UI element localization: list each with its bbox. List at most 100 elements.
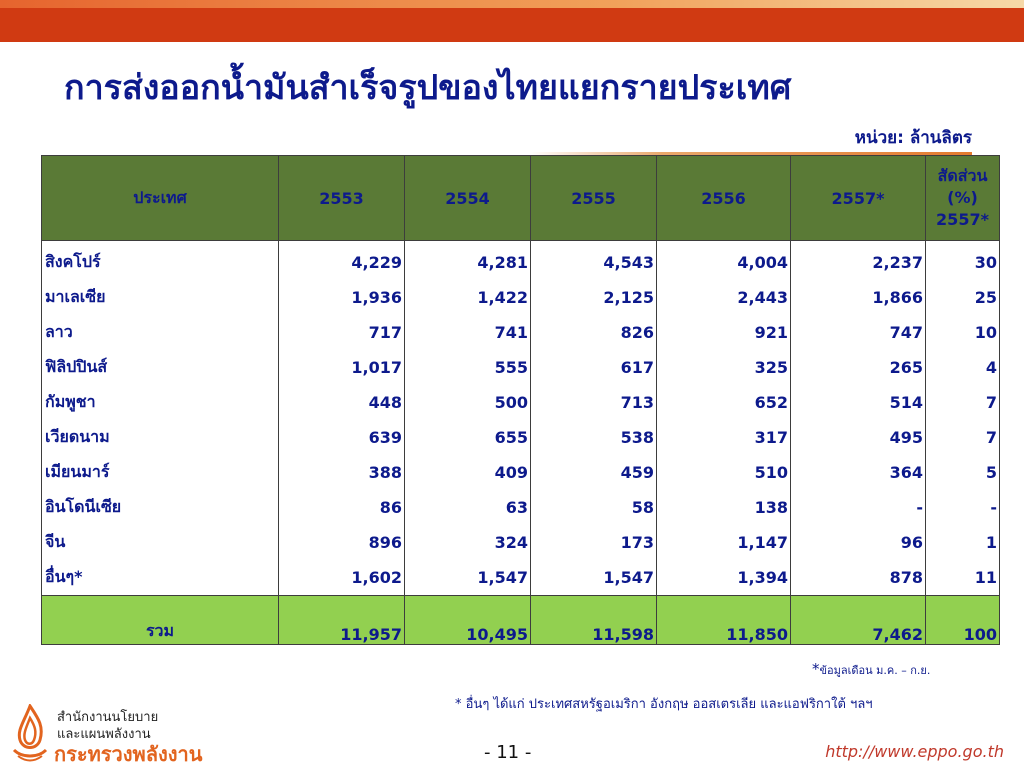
country-cell: กัมพูชา [41,385,279,420]
volume-cell: 495 [790,420,926,455]
table-header-row: ประเทศ 2553 2554 2555 2556 2557* สัดส่วน… [41,155,1000,241]
share-cell: 4 [925,350,1000,385]
volume-cell: 388 [278,455,405,490]
volume-cell: 741 [404,315,531,350]
volume-cell: 617 [530,350,657,385]
share-cell: 10 [925,315,1000,350]
volume-cell: - [790,490,926,525]
volume-cell: 747 [790,315,926,350]
volume-cell: 173 [530,525,657,560]
share-cell: 25 [925,280,1000,315]
note-star: * [812,660,820,678]
volume-cell: 448 [278,385,405,420]
volume-cell: 325 [656,350,791,385]
volume-cell: 459 [530,455,657,490]
country-cell: มาเลเซีย [41,280,279,315]
volume-cell: 826 [530,315,657,350]
volume-cell: 1,547 [404,560,531,596]
table-row: ฟิลิปปินส์ 1,017 555 617 325 265 4 [41,350,1000,385]
volume-cell: 4,229 [278,240,405,280]
volume-cell: 2,237 [790,240,926,280]
volume-cell: 265 [790,350,926,385]
total-cell: 10,495 [404,595,531,645]
volume-cell: 1,147 [656,525,791,560]
volume-cell: 713 [530,385,657,420]
volume-cell: 896 [278,525,405,560]
header-country: ประเทศ [41,155,279,241]
header-year: 2556 [656,155,791,241]
table-row: จีน 896 324 173 1,147 96 1 [41,525,1000,560]
period-note-text: ข้อมูลเดือน ม.ค. – ก.ย. [819,664,931,677]
volume-cell: 138 [656,490,791,525]
table-row: กัมพูชา 448 500 713 652 514 7 [41,385,1000,420]
volume-cell: 514 [790,385,926,420]
volume-cell: 878 [790,560,926,596]
volume-cell: 1,602 [278,560,405,596]
table-row: เวียดนาม 639 655 538 317 495 7 [41,420,1000,455]
volume-cell: 655 [404,420,531,455]
table-row: อื่นๆ* 1,602 1,547 1,547 1,394 878 11 [41,560,1000,596]
volume-cell: 317 [656,420,791,455]
volume-cell: 2,443 [656,280,791,315]
country-cell: อื่นๆ* [41,560,279,596]
top-banner-gradient [0,0,1024,8]
country-cell: เวียดนาม [41,420,279,455]
volume-cell: 1,017 [278,350,405,385]
org-name-line1: สำนักงานนโยบาย [57,710,159,725]
volume-cell: 86 [278,490,405,525]
total-cell: 7,462 [790,595,926,645]
table-row: ลาว 717 741 826 921 747 10 [41,315,1000,350]
table-row: เมียนมาร์ 388 409 459 510 364 5 [41,455,1000,490]
country-cell: สิงคโปร์ [41,240,279,280]
period-note: *ข้อมูลเดือน ม.ค. – ก.ย. [812,660,930,679]
website-link[interactable]: http://www.eppo.go.th [825,742,1004,761]
volume-cell: 4,004 [656,240,791,280]
volume-cell: 1,547 [530,560,657,596]
table-row: อินโดนีเซีย 86 63 58 138- - [41,490,1000,525]
volume-cell: 96 [790,525,926,560]
volume-cell: 555 [404,350,531,385]
share-cell: 7 [925,420,1000,455]
volume-cell: 324 [404,525,531,560]
header-share-line: (%) [947,188,978,207]
volume-cell: 500 [404,385,531,420]
share-cell: 30 [925,240,1000,280]
others-note: * อื่นๆ ได้แก่ ประเทศสหรัฐอเมริกา อังกฤษ… [455,697,873,712]
volume-cell: 63 [404,490,531,525]
volume-cell: 364 [790,455,926,490]
share-cell: 11 [925,560,1000,596]
header-share-line: 2557* [936,210,989,229]
top-banner [0,0,1024,42]
header-year: 2555 [530,155,657,241]
volume-cell: 652 [656,385,791,420]
volume-cell: 510 [656,455,791,490]
share-cell: 5 [925,455,1000,490]
total-cell: 100 [925,595,1000,645]
volume-cell: 4,281 [404,240,531,280]
eppo-logo-icon [12,704,48,762]
slide-title: การส่งออกน้ำมันสำเร็จรูปของไทยแยกรายประเ… [64,68,792,108]
header-share: สัดส่วน (%) 2557* [925,155,1000,241]
share-cell: 7 [925,385,1000,420]
ministry-name: กระทรวงพลังงาน [54,742,203,766]
country-cell: เมียนมาร์ [41,455,279,490]
volume-cell: 639 [278,420,405,455]
accent-divider [530,152,972,155]
country-cell: ฟิลิปปินส์ [41,350,279,385]
volume-cell: 538 [530,420,657,455]
table-row: สิงคโปร์ 4,229 4,281 4,543 4,004 2,237 30 [41,240,1000,280]
country-cell: อินโดนีเซีย [41,490,279,525]
total-row: รวม 11,957 10,495 11,598 11,850 7,462 10… [41,595,1000,645]
volume-cell: 717 [278,315,405,350]
volume-cell: 1,936 [278,280,405,315]
total-cell: 11,850 [656,595,791,645]
header-year: 2554 [404,155,531,241]
header-year: 2553 [278,155,405,241]
org-name-line2: และแผนพลังงาน [57,727,151,742]
share-cell: 1 [925,525,1000,560]
volume-cell: 921 [656,315,791,350]
header-share-line: สัดส่วน [937,166,988,185]
share-cell: - [925,490,1000,525]
volume-cell: 409 [404,455,531,490]
header-year: 2557* [790,155,926,241]
